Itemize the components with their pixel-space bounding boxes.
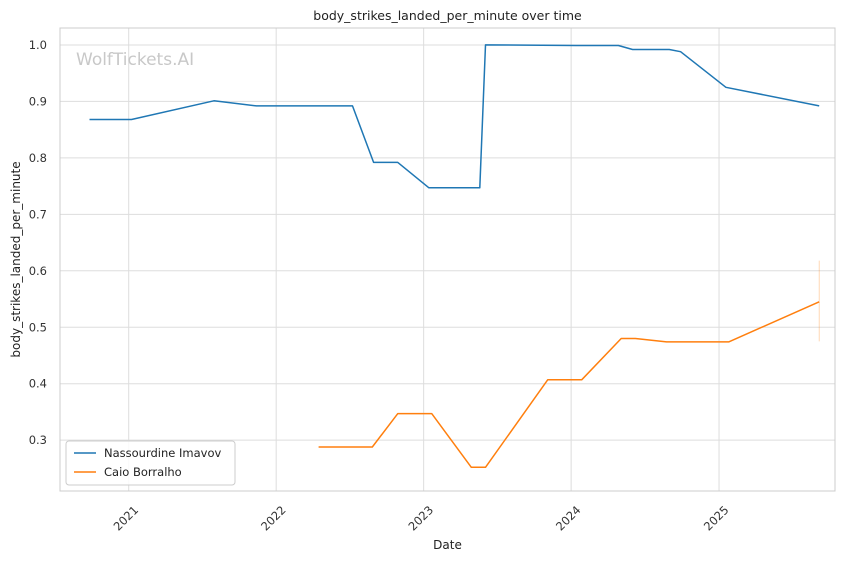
y-tick-label: 0.4 [29, 377, 47, 391]
x-tick-label: 2023 [406, 503, 437, 534]
legend-label: Caio Borralho [104, 465, 182, 479]
y-tick-label: 0.3 [29, 433, 47, 447]
y-axis-label: body_strikes_landed_per_minute [9, 161, 23, 357]
y-tick-label: 0.9 [29, 94, 47, 108]
y-axis: 0.3 0.4 0.5 0.6 0.7 0.8 0.9 1.0 [29, 38, 47, 447]
x-axis: 2021 2022 2023 2024 2025 [111, 503, 732, 534]
grid [60, 28, 835, 491]
series-line [89, 44, 820, 189]
legend-box [65, 440, 236, 486]
watermark: WolfTickets.AI [76, 50, 194, 70]
x-tick-label: 2022 [258, 503, 289, 534]
series-lines [89, 44, 820, 469]
plot-area [59, 27, 836, 492]
y-tick-label: 1.0 [29, 38, 47, 52]
legend-label: Nassourdine Imavov [104, 446, 221, 460]
legend: Nassourdine Imavov Caio Borralho [65, 440, 236, 486]
series-line [318, 301, 820, 469]
y-tick-label: 0.8 [29, 151, 47, 165]
x-tick-label: 2025 [701, 503, 732, 534]
y-tick-label: 0.7 [29, 207, 47, 221]
x-axis-label: Date [433, 538, 462, 552]
y-tick-label: 0.5 [29, 320, 47, 334]
chart-title: body_strikes_landed_per_minute over time [313, 8, 582, 23]
x-tick-label: 2021 [111, 503, 142, 534]
x-tick-label: 2024 [553, 503, 584, 534]
y-tick-label: 0.6 [29, 264, 47, 278]
